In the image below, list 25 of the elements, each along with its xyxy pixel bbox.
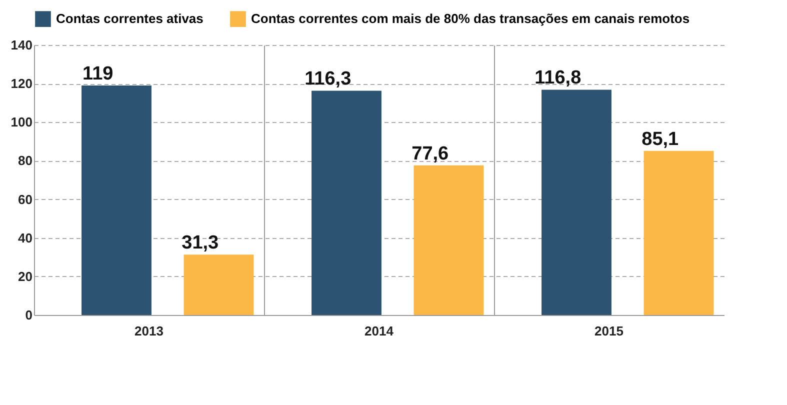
data-label: 116,8 <box>534 68 582 89</box>
y-tick-label: 120 <box>10 76 32 92</box>
data-label: 77,6 <box>412 143 449 164</box>
y-tick-label: 80 <box>18 153 32 168</box>
data-label: 31,3 <box>182 232 219 254</box>
y-tick-label: 0 <box>25 308 32 322</box>
bar <box>644 150 714 315</box>
legend-label: Contas correntes com mais de 80% das transações em canais remotos <box>251 11 690 26</box>
y-tick-label: 100 <box>10 114 32 130</box>
bar <box>312 90 382 315</box>
y-tick-label: 60 <box>18 192 32 207</box>
y-tick-label: 140 <box>10 38 32 52</box>
data-label: 116,3 <box>304 68 352 90</box>
x-tick-label: 2013 <box>134 324 164 338</box>
data-label: 119 <box>82 64 114 84</box>
bar <box>542 90 612 315</box>
x-tick-label: 2015 <box>594 324 624 338</box>
bar <box>414 165 484 315</box>
data-label: 85,1 <box>642 128 680 150</box>
legend-label: Contas correntes ativas <box>56 11 204 26</box>
x-tick-label: 2014 <box>364 324 394 338</box>
y-tick-label: 20 <box>18 268 32 284</box>
bar <box>184 254 254 315</box>
bar <box>82 86 152 315</box>
y-tick-label: 40 <box>18 230 32 246</box>
